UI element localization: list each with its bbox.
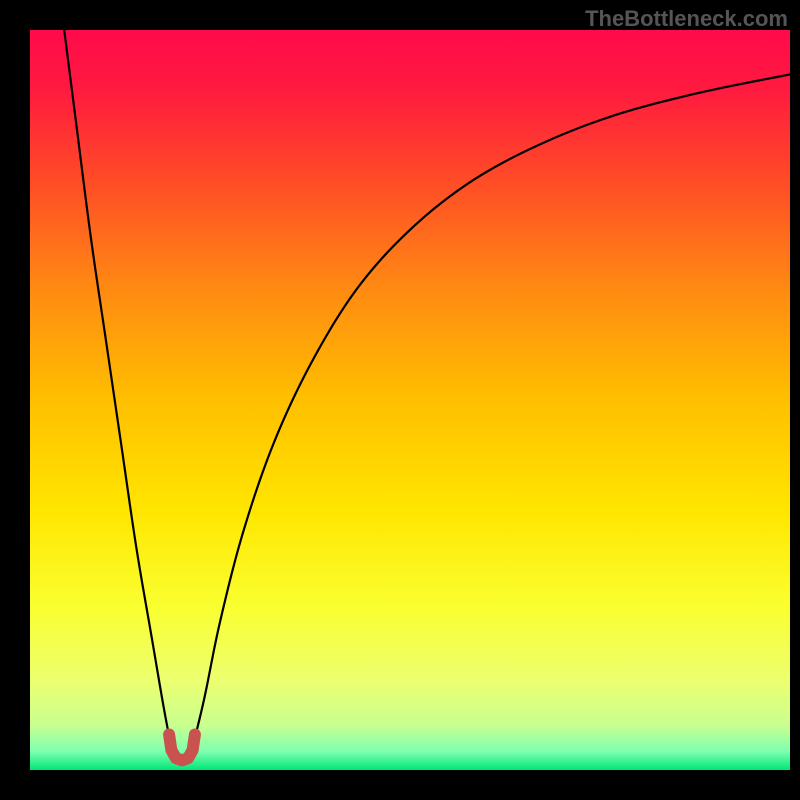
gradient-background — [30, 30, 790, 770]
plot-area — [30, 30, 790, 770]
watermark-text: TheBottleneck.com — [585, 6, 788, 32]
plot-svg — [30, 30, 790, 770]
chart-container: TheBottleneck.com — [0, 0, 800, 800]
